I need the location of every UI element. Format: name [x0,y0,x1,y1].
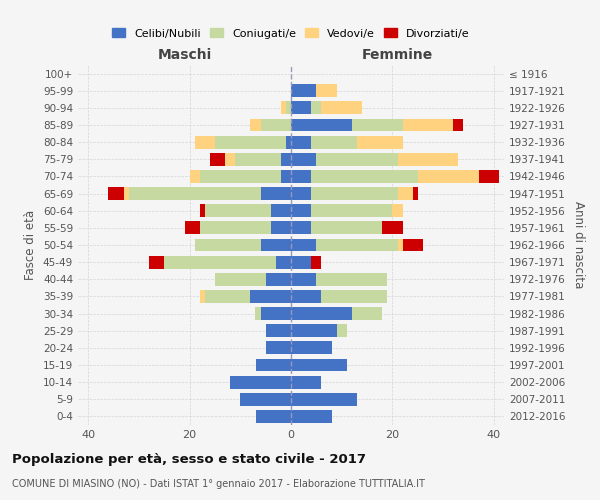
Bar [311,170,418,183]
Bar [190,170,200,183]
Bar [453,118,463,132]
Bar [311,256,322,268]
Bar [250,290,291,303]
Bar [291,84,316,97]
Bar [281,153,291,166]
Y-axis label: Anni di nascita: Anni di nascita [572,202,585,288]
Bar [281,170,291,183]
Bar [200,290,205,303]
Bar [316,84,337,97]
Bar [291,136,311,148]
Bar [164,256,276,268]
Bar [316,153,398,166]
Text: Maschi: Maschi [157,48,212,62]
Bar [291,273,316,285]
Bar [403,118,453,132]
Bar [291,307,352,320]
Bar [200,170,281,183]
Bar [200,204,205,217]
Bar [185,222,200,234]
Bar [260,187,291,200]
Bar [291,342,332,354]
Bar [210,153,225,166]
Bar [322,290,388,303]
Bar [311,222,382,234]
Bar [260,307,291,320]
Bar [352,307,382,320]
Bar [291,187,311,200]
Bar [479,170,499,183]
Bar [286,102,291,114]
Bar [230,376,291,388]
Bar [250,118,260,132]
Bar [286,136,291,148]
Text: COMUNE DI MIASINO (NO) - Dati ISTAT 1° gennaio 2017 - Elaborazione TUTTITALIA.IT: COMUNE DI MIASINO (NO) - Dati ISTAT 1° g… [12,479,425,489]
Bar [291,204,311,217]
Bar [352,118,403,132]
Bar [311,204,392,217]
Bar [291,290,322,303]
Bar [281,102,286,114]
Bar [357,136,403,148]
Bar [398,187,413,200]
Bar [266,324,291,337]
Bar [129,187,260,200]
Bar [291,324,337,337]
Bar [291,393,357,406]
Bar [200,222,271,234]
Bar [205,204,271,217]
Bar [322,102,362,114]
Bar [311,136,357,148]
Bar [337,324,347,337]
Bar [316,238,398,252]
Text: Popolazione per età, sesso e stato civile - 2017: Popolazione per età, sesso e stato civil… [12,452,366,466]
Bar [149,256,164,268]
Bar [392,204,403,217]
Legend: Celibi/Nubili, Coniugati/e, Vedovi/e, Divorziati/e: Celibi/Nubili, Coniugati/e, Vedovi/e, Di… [108,24,474,43]
Bar [256,358,291,372]
Bar [311,102,322,114]
Bar [398,153,458,166]
Bar [215,136,286,148]
Y-axis label: Fasce di età: Fasce di età [25,210,37,280]
Bar [291,376,322,388]
Bar [266,273,291,285]
Bar [194,136,215,148]
Bar [403,238,423,252]
Bar [382,222,403,234]
Bar [260,238,291,252]
Bar [215,273,266,285]
Bar [256,410,291,423]
Bar [291,153,316,166]
Bar [225,153,235,166]
Bar [194,238,260,252]
Bar [398,238,403,252]
Bar [418,170,479,183]
Bar [240,393,291,406]
Bar [271,222,291,234]
Bar [291,118,352,132]
Bar [311,187,398,200]
Bar [205,290,250,303]
Bar [109,187,124,200]
Bar [291,222,311,234]
Bar [266,342,291,354]
Text: Femmine: Femmine [362,48,433,62]
Bar [256,307,260,320]
Bar [124,187,129,200]
Bar [291,102,311,114]
Bar [271,204,291,217]
Bar [291,238,316,252]
Bar [276,256,291,268]
Bar [291,170,311,183]
Bar [235,153,281,166]
Bar [291,358,347,372]
Bar [260,118,291,132]
Bar [413,187,418,200]
Bar [316,273,388,285]
Bar [291,410,332,423]
Bar [291,256,311,268]
